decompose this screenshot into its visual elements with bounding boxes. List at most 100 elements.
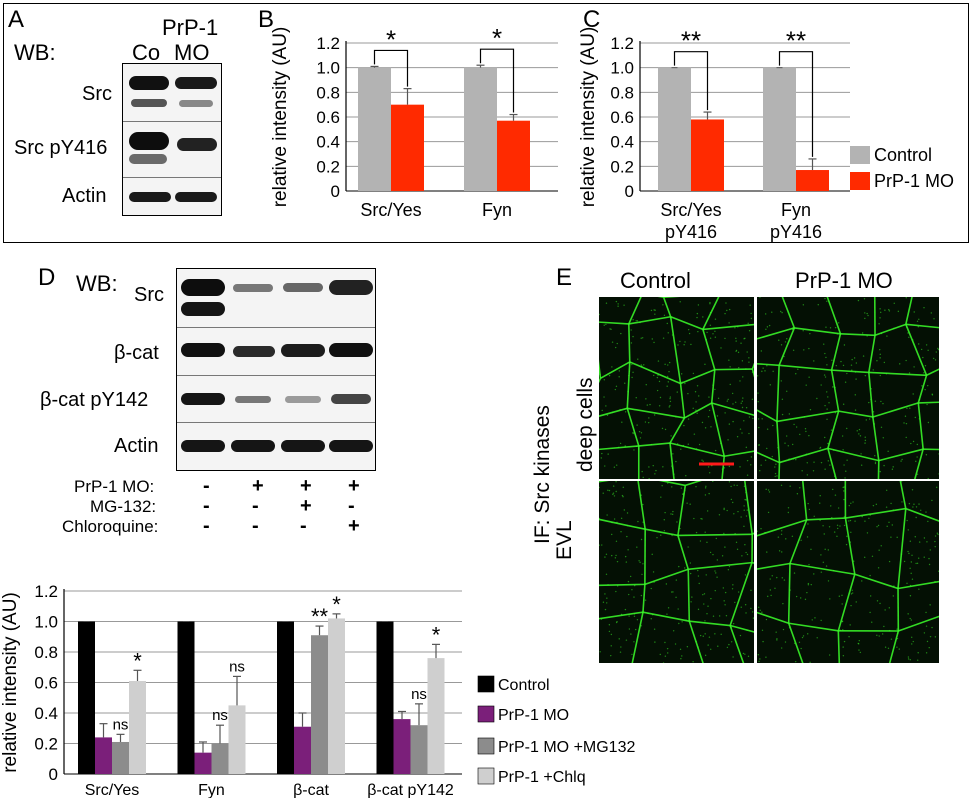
fluorescence-speckle [716,559,719,561]
fluorescence-speckle [714,570,716,572]
cell-membrane [837,630,841,663]
fluorescence-speckle [774,466,776,468]
fluorescence-speckle [715,572,717,574]
fluorescence-speckle [868,418,871,420]
fluorescence-speckle [879,317,881,319]
fluorescence-speckle [616,560,619,563]
fluorescence-speckle [795,595,798,598]
fluorescence-speckle [921,385,923,387]
fluorescence-speckle [780,484,783,486]
fluorescence-speckle [923,372,925,374]
fluorescence-speckle [820,554,822,556]
fluorescence-speckle [758,444,760,446]
fluorescence-speckle [652,571,655,573]
cell-membrane [757,362,780,367]
cell-membrane [830,333,842,371]
fluorescence-speckle [848,504,850,507]
cell-membrane [899,481,907,509]
fluorescence-speckle [712,481,714,483]
band-srcpy-co [129,132,169,150]
fluorescence-speckle [714,589,716,592]
fluorescence-speckle [658,380,661,383]
fluorescence-speckle [843,640,846,643]
fluorescence-speckle [740,516,742,518]
cell-membrane [679,383,686,419]
fluorescence-speckle [624,445,626,447]
cell-membrane [743,481,754,535]
fluorescence-speckle [709,551,712,554]
significance-label: * [386,24,396,54]
x-tick-label: Fyn [781,200,811,220]
fluorescence-speckle [691,596,693,598]
fluorescence-speckle [669,397,671,400]
fluorescence-speckle [926,640,929,643]
fluorescence-speckle [662,304,664,306]
fluorescence-speckle [640,432,643,434]
fluorescence-speckle [850,531,852,534]
fluorescence-speckle [845,470,847,472]
fluorescence-speckle [916,473,919,475]
fluorescence-speckle [879,602,881,605]
fluorescence-speckle [915,562,917,565]
bar [796,170,829,191]
fluorescence-speckle [745,612,747,614]
fluorescence-speckle [890,536,892,538]
fluorescence-speckle [806,633,809,635]
cell-membrane [599,359,602,379]
fluorescence-speckle [671,513,674,516]
significance-label: ns [113,716,129,733]
fluorescence-speckle [810,583,812,586]
fluorescence-speckle [912,640,914,643]
fluorescence-speckle [692,661,694,663]
fluorescence-speckle [608,624,611,626]
fluorescence-speckle [766,551,768,553]
fluorescence-speckle [627,580,630,583]
fluorescence-speckle [904,415,907,417]
if-image-mo-evl [757,481,939,663]
fluorescence-speckle [599,517,600,520]
fluorescence-speckle [599,651,601,653]
x-tick-label: β-cat pY142 [367,782,454,798]
fluorescence-speckle [806,536,809,538]
fluorescence-speckle [780,344,783,346]
significance-label: ** [681,26,701,56]
fluorescence-speckle [699,634,702,637]
bar [78,621,95,774]
fluorescence-speckle [603,324,605,326]
fluorescence-speckle [858,649,860,651]
fluorescence-speckle [604,608,607,611]
fluorescence-speckle [640,538,643,541]
fluorescence-speckle [884,609,886,611]
fluorescence-speckle [735,541,738,544]
cell-membrane [757,562,791,570]
fluorescence-speckle [893,585,895,587]
fluorescence-speckle [632,371,634,374]
bar [228,705,246,774]
fluorescence-speckle [879,308,881,310]
fluorescence-speckle [624,555,627,558]
cell-membrane [669,442,725,458]
fluorescence-speckle [618,376,620,378]
fluorescence-speckle [925,652,928,654]
cell-membrane [918,401,939,404]
cell-membrane [845,507,906,519]
fluorescence-speckle [710,597,712,600]
fluorescence-speckle [748,416,751,418]
fluorescence-speckle [675,460,677,463]
fluorescence-speckle [681,621,683,623]
fluorescence-speckle [640,364,642,366]
fluorescence-speckle [628,615,630,617]
fluorescence-speckle [907,656,910,658]
fluorescence-speckle [636,424,638,426]
fluorescence-speckle [836,535,838,538]
band-d-src-2 [233,284,273,292]
fluorescence-speckle [668,406,670,408]
fluorescence-speckle [834,494,837,496]
fluorescence-speckle [716,415,719,417]
fluorescence-speckle [613,518,616,520]
fluorescence-speckle [861,580,863,582]
fluorescence-speckle [743,525,745,528]
fluorescence-speckle [772,424,774,427]
fluorescence-speckle [739,466,741,468]
fluorescence-speckle [840,360,842,363]
